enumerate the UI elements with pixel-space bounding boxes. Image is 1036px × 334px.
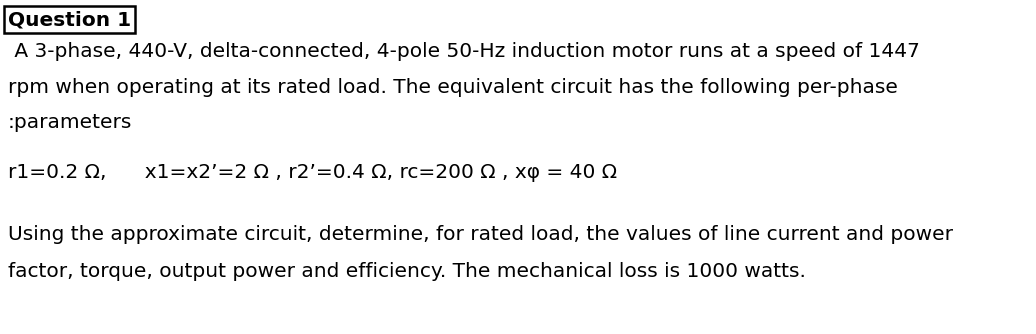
- Text: Using the approximate circuit, determine, for rated load, the values of line cur: Using the approximate circuit, determine…: [8, 225, 953, 244]
- Text: rpm when operating at its rated load. The equivalent circuit has the following p: rpm when operating at its rated load. Th…: [8, 78, 898, 97]
- Text: r1=0.2 Ω,      x1=x2’=2 Ω , r2’=0.4 Ω, rc=200 Ω , xφ = 40 Ω: r1=0.2 Ω, x1=x2’=2 Ω , r2’=0.4 Ω, rc=200…: [8, 163, 617, 182]
- Text: :parameters: :parameters: [8, 113, 133, 132]
- Text: factor, torque, output power and efficiency. The mechanical loss is 1000 watts.: factor, torque, output power and efficie…: [8, 262, 806, 281]
- Text: A 3-phase, 440-V, delta-connected, 4-pole 50-Hz induction motor runs at a speed : A 3-phase, 440-V, delta-connected, 4-pol…: [8, 42, 920, 61]
- Text: Question 1: Question 1: [8, 10, 132, 29]
